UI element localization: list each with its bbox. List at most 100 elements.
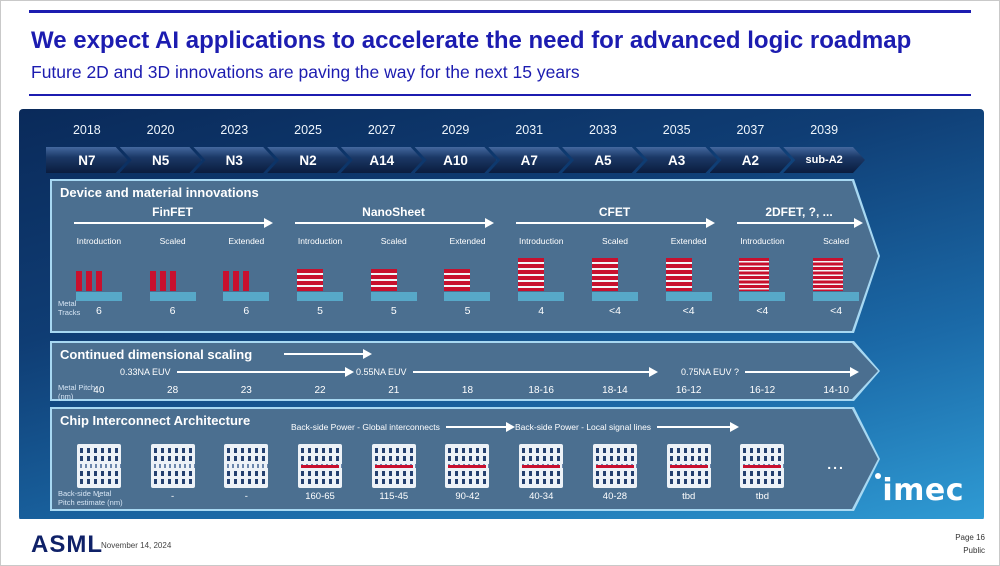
- node-label: N7: [78, 152, 96, 168]
- metal-tracks-value: <4: [608, 305, 621, 317]
- phase-row: Introduction Scaled Extended Introductio…: [62, 236, 873, 246]
- cfet-icon: [518, 258, 564, 301]
- backside-pitch-value: tbd: [755, 491, 769, 502]
- group-label: CFET: [598, 205, 631, 219]
- nanosheet-icon: [444, 269, 490, 301]
- cfet-icon: [592, 258, 638, 301]
- node-chevron-a14: A14: [341, 147, 423, 173]
- metal-tracks-value: 5: [464, 305, 471, 317]
- subtitle-rule: [29, 94, 971, 96]
- metal-tracks-value: <4: [756, 305, 769, 317]
- phase-label: Extended: [228, 236, 265, 246]
- euv-075-label: 0.75NA EUV ?: [681, 367, 740, 377]
- metal-tracks-row: 6 6 6 5 5 5 4 <4 <4 <4 <4: [62, 305, 873, 317]
- group-2dfet: 2DFET, ?, ...: [725, 205, 873, 224]
- euv-033-arrow: 0.33NA EUV: [120, 367, 352, 377]
- phase-label: Scaled: [159, 236, 186, 246]
- right-arrow: [657, 426, 737, 428]
- bsp-local-label: Back-side Power - Local signal lines: [515, 422, 652, 432]
- metal-pitch-row: 40 28 23 22 21 18 18-16 18-14 16-12 16-1…: [62, 385, 873, 396]
- footer: ASML November 14, 2024 Page 16 Public: [1, 519, 999, 565]
- backside-pitch-value: tbd: [682, 491, 696, 502]
- classification-label: Public: [963, 546, 985, 556]
- bsp-local-arrow: Back-side Power - Local signal lines: [515, 422, 737, 432]
- year-label: 2023: [220, 123, 249, 137]
- cfet-icon: [666, 258, 712, 301]
- backside-power-layout-icon: [740, 444, 784, 488]
- year-label: 2033: [589, 123, 617, 137]
- metal-pitch-value: 16-12: [749, 385, 776, 396]
- metal-pitch-value: 14-10: [823, 385, 849, 396]
- phase-label: Scaled: [823, 236, 850, 246]
- node-chevron-n7: N7: [46, 147, 128, 173]
- year-label: 2037: [736, 123, 765, 137]
- node-label: N2: [299, 152, 317, 168]
- 2dfet-icon: [813, 258, 859, 301]
- device-section: Device and material innovations FinFET N…: [50, 179, 880, 333]
- right-arrow: [737, 222, 861, 224]
- node-chevron-n3: N3: [193, 147, 275, 173]
- scaling-section-title: Continued dimensional scaling: [60, 347, 253, 362]
- backside-pitch-value: 115-45: [379, 491, 409, 502]
- phase-label: Introduction: [519, 236, 564, 246]
- right-arrow: [745, 371, 857, 373]
- metal-pitch-value: 28: [167, 385, 179, 396]
- backside-power-layout-icon: [298, 444, 342, 488]
- page-number: Page 16: [955, 533, 985, 543]
- interconnect-icons-row: ...: [62, 438, 873, 488]
- finfet-icon: [150, 271, 196, 301]
- node-label: sub-A2: [805, 154, 843, 166]
- backside-pitch-label: Back-side Metal Pitch estimate (nm): [58, 489, 123, 507]
- phase-label: Introduction: [76, 236, 122, 246]
- year-label: 2031: [515, 123, 544, 137]
- scaling-section: Continued dimensional scaling 0.33NA EUV…: [50, 341, 880, 401]
- metal-tracks-value: <4: [682, 305, 695, 317]
- nanosheet-icon: [297, 269, 343, 301]
- finfet-icon: [223, 271, 269, 301]
- interconnect-layout-icon: [151, 444, 195, 488]
- finfet-icon: [76, 271, 122, 301]
- node-label: A3: [668, 152, 686, 168]
- backside-pitch-value: 40-34: [529, 491, 554, 502]
- group-label: FinFET: [152, 205, 193, 219]
- right-arrow: [74, 222, 271, 224]
- group-nanosheet: NanoSheet: [283, 205, 504, 224]
- metal-pitch-value: 22: [314, 385, 326, 396]
- right-arrow: [177, 371, 352, 373]
- backside-pitch-value: -: [244, 491, 248, 502]
- metal-tracks-value: <4: [830, 305, 843, 317]
- roadmap-panel: 2018 2020 2023 2025 2027 2029 2031 2033 …: [19, 109, 984, 521]
- node-chevron-row: N7 N5 N3 N2 A14 A10 A7 A5 A3 A2 sub-A2: [50, 147, 861, 173]
- slide-subtitle: Future 2D and 3D innovations are paving …: [31, 62, 580, 82]
- metal-pitch-label: Metal Pitch (nm): [58, 383, 96, 401]
- backside-pitch-value: 40-28: [602, 491, 628, 502]
- year-label: 2027: [367, 123, 396, 137]
- imec-logo-text: imec: [882, 473, 964, 508]
- footer-date: November 14, 2024: [101, 541, 172, 550]
- metal-tracks-value: 6: [95, 305, 102, 317]
- top-rule: [29, 10, 971, 13]
- backside-power-layout-icon: [372, 444, 416, 488]
- euv-055-arrow: 0.55NA EUV: [356, 367, 656, 377]
- metal-tracks-value: 4: [538, 305, 545, 317]
- year-label: 2029: [441, 123, 470, 137]
- metal-pitch-value: 16-12: [675, 385, 702, 396]
- year-label: 2035: [662, 123, 691, 137]
- phase-label: Scaled: [380, 236, 407, 246]
- device-icons-row: [62, 247, 873, 301]
- interconnect-section-title: Chip Interconnect Architecture: [60, 413, 251, 428]
- backside-power-layout-icon: [445, 444, 489, 488]
- node-chevron-sub-a2: sub-A2: [783, 147, 865, 173]
- year-label: 2025: [294, 123, 322, 137]
- phase-label: Introduction: [297, 236, 343, 246]
- 2dfet-icon: [739, 258, 785, 301]
- right-arrow: [295, 222, 492, 224]
- bsp-global-arrow: Back-side Power - Global interconnects: [291, 422, 513, 432]
- backside-power-layout-icon: [519, 444, 563, 488]
- metal-pitch-value: 21: [388, 385, 400, 396]
- metal-pitch-value: 18-16: [528, 385, 554, 396]
- node-label: N5: [151, 152, 170, 168]
- nanosheet-icon: [371, 269, 417, 301]
- node-chevron-a5: A5: [562, 147, 644, 173]
